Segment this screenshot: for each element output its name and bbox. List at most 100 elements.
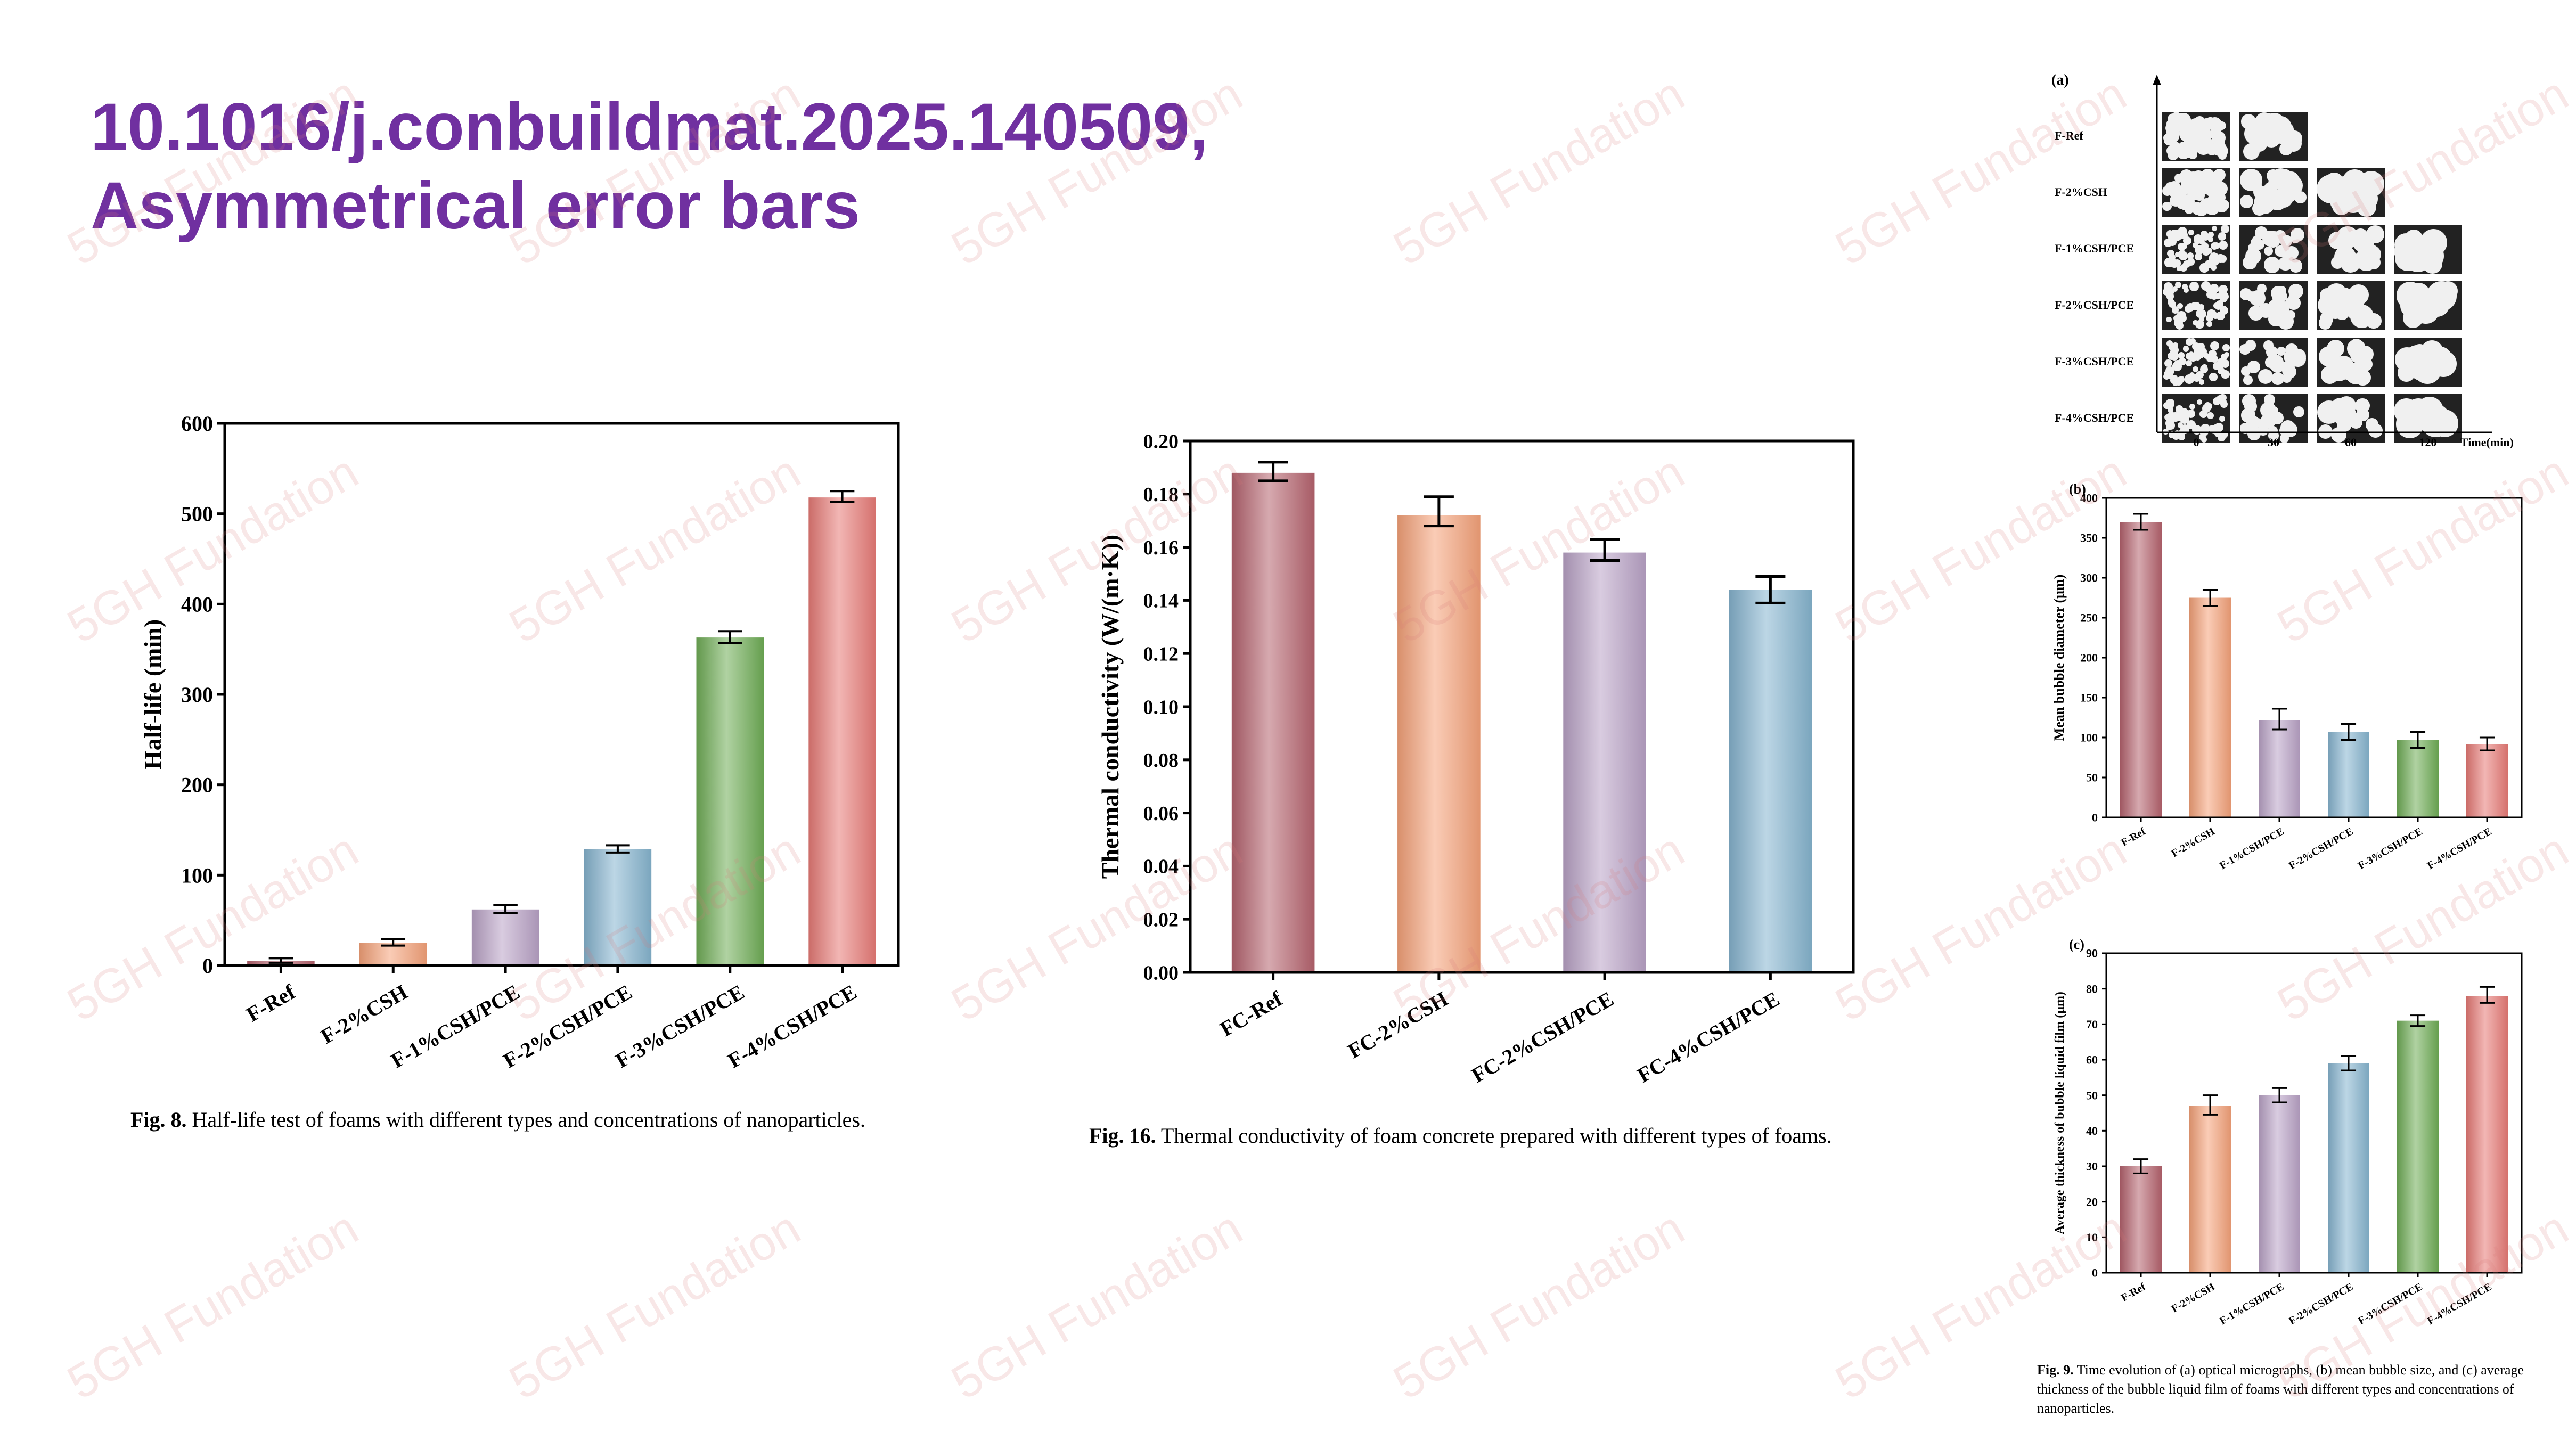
fig8-ytick-label-6: 600 [181,412,213,436]
fig16-bar-1 [1397,515,1481,972]
fig9c-bar-5 [2466,996,2508,1273]
fig9c-errorbar-2 [2271,1087,2287,1103]
fig8-errorbar-1 [381,938,406,947]
fig9b-bar-5 [2466,744,2508,817]
fig9c-ylabel: Average thickness of bubble liquid film … [2053,992,2067,1234]
fig8-ylabel: Half-life (min) [139,619,166,769]
fig9c-ytick-label-4: 40 [2086,1124,2098,1137]
fig9b-ytick-label-5: 250 [2080,611,2098,625]
fig9b-ytick-label-3: 150 [2080,691,2098,705]
fig9a-micrograph-1-2 [2317,168,2385,217]
fig16-ytick-label-5: 0.10 [1143,696,1179,718]
fig8-ytick-label-1: 100 [181,863,213,887]
fig9c-xtick-label-5: F-4%CSH/PCE [2425,1281,2493,1327]
fig9b-ytick-label-2: 100 [2080,731,2098,744]
fig16-errorbar-2 [1590,538,1620,562]
fig8-errorbar-4 [717,630,742,644]
fig9a-micrograph-4-0 [2162,338,2230,387]
fig16-errorbar-3 [1755,575,1786,604]
fig9a-micrograph-0-0 [2162,112,2230,161]
fig9a-row-label-2: F-1%CSH/PCE [2055,242,2135,255]
fig16-bar-0 [1231,472,1315,972]
fig9c-xtick-label-0: F-Ref [2119,1281,2148,1304]
fig9c-errorbar-4 [2410,1014,2426,1027]
fig9c-ytick-label-0: 0 [2092,1266,2098,1280]
fig9b-errorbar-0 [2133,513,2149,531]
fig9c-errorbar-3 [2341,1055,2357,1071]
fig9c-errorbar-1 [2202,1094,2218,1116]
fig8-errorbar-5 [830,490,855,503]
fig9b-errorbar-1 [2202,589,2218,607]
fig9a-row-label-3: F-2%CSH/PCE [2055,298,2135,312]
page-title: 10.1016/j.conbuildmat.2025.140509, Asymm… [91,88,1208,245]
fig9c-ytick-label-1: 10 [2086,1231,2098,1244]
fig9c-bar-0 [2120,1166,2162,1273]
fig9a-row-label-5: F-4%CSH/PCE [2055,411,2135,424]
title-line-2: Asymmetrical error bars [91,169,861,243]
fig16-ytick-label-10: 0.20 [1143,430,1179,453]
fig9c-bar-2 [2259,1095,2300,1273]
fig9a-micrograph-1-0 [2162,168,2230,217]
fig9c-xtick-label-4: F-3%CSH/PCE [2356,1281,2424,1327]
fig9c-ytick-label-5: 50 [2086,1088,2098,1102]
fig9a-micrograph-4-3 [2394,338,2462,387]
fig9c-ytick-label-9: 90 [2086,947,2098,960]
fig9a-panel-letter: (a) [2051,72,2069,88]
fig9c-ytick-label-8: 80 [2086,982,2098,995]
fig9a-micrograph-0-1 [2239,112,2308,161]
fig8-errorbar-0 [268,957,293,964]
fig9a-row-label-0: F-Ref [2055,129,2083,142]
fig16-ytick-label-0: 0.00 [1143,962,1179,984]
fig9b-ytick-label-7: 350 [2080,531,2098,545]
fig9a-micrograph-1-1 [2239,168,2308,217]
fig8-ytick-label-3: 300 [181,683,213,707]
fig9a-micrograph-3-1 [2239,281,2308,330]
fig9a-time-tick-3: 120 [2419,436,2437,449]
fig9a-micrograph-3-2 [2317,281,2385,330]
fig9a-time-tick-0: 0 [2193,436,2199,449]
fig9a-micrograph-5-1 [2239,394,2308,443]
fig9c-xtick-label-3: F-2%CSH/PCE [2287,1281,2355,1327]
fig8-bar-2 [471,909,539,965]
fig16-caption-label: Fig. 16. [1089,1124,1156,1148]
fig16-bar-3 [1729,590,1812,972]
fig9-caption-label: Fig. 9. [2037,1362,2074,1378]
fig9c-ytick-label-7: 70 [2086,1018,2098,1031]
fig8-errorbar-2 [493,904,518,914]
fig9b-ytick-label-0: 0 [2092,811,2098,824]
fig8-ytick-label-4: 400 [181,592,213,616]
fig9a-micrograph-4-1 [2239,338,2308,387]
fig9c-frame [2105,952,2523,1274]
fig9a-micrograph-3-3 [2394,281,2462,330]
fig9b-errorbar-5 [2479,736,2495,751]
fig16-ytick-label-9: 0.18 [1143,484,1179,506]
fig9c-ytick-label-6: 60 [2086,1053,2098,1067]
fig9a-micrograph-2-1 [2239,225,2308,274]
fig9a-micrograph-3-0 [2162,281,2230,330]
fig9a-micrograph-2-2 [2317,225,2385,274]
fig9a-time-tick-2: 60 [2345,436,2357,449]
fig8-caption: Fig. 8. Half-life test of foams with dif… [130,1105,919,1135]
fig9b-ytick-label-8: 400 [2080,492,2098,505]
fig9-caption: Fig. 9. Time evolution of (a) optical mi… [2037,1361,2543,1418]
fig9c-bar-4 [2397,1020,2439,1273]
fig9b-errorbar-4 [2410,731,2426,749]
fig16-ylabel: Thermal conductivity (W/(m·K)) [1097,535,1124,879]
fig8-errorbar-3 [606,844,630,854]
fig9b-bar-2 [2259,720,2300,817]
fig8-ytick-label-5: 500 [181,502,213,526]
fig9a-time-tick-1: 30 [2268,436,2279,449]
fig9c-errorbar-0 [2133,1158,2149,1174]
fig9a-micrograph-4-2 [2317,338,2385,387]
fig16-ytick-label-4: 0.08 [1143,749,1179,772]
fig16-ytick-label-1: 0.02 [1143,909,1179,931]
fig9c-panel-letter: (c) [2069,937,2084,952]
fig9c-xtick-label-1: F-2%CSH [2170,1281,2217,1315]
fig9c-ytick-label-3: 30 [2086,1160,2098,1173]
fig8-bar-5 [808,497,876,965]
fig8-bar-4 [696,637,764,965]
